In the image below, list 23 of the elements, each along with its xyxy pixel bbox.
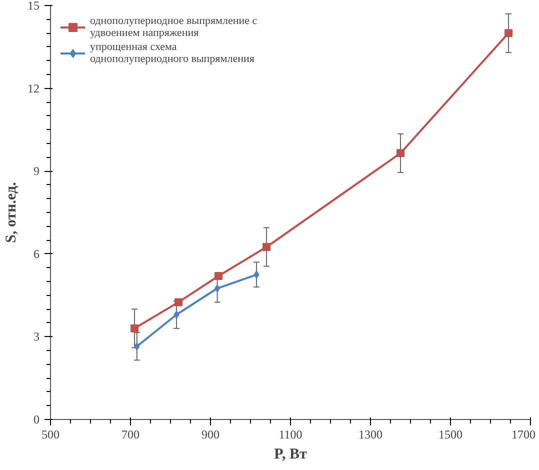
x-tick-label: 1300 (358, 428, 382, 442)
y-tick-label: 12 (28, 81, 40, 96)
point (174, 310, 180, 319)
point (254, 270, 260, 279)
x-axis-title: P, Вт (274, 446, 308, 462)
x-tick-label: 1500 (438, 428, 462, 442)
x-tick-label: 1100 (278, 428, 302, 442)
point (396, 149, 404, 158)
x-tick-label: 500 (42, 428, 60, 442)
legend-label: упрощенная схема однополупериодного выпрямления (90, 41, 254, 65)
point (134, 342, 140, 350)
point (262, 243, 270, 251)
x-tick-label: 700 (122, 428, 140, 442)
y-tick-label: 0 (34, 412, 40, 426)
y-tick-label: 9 (34, 164, 40, 178)
y-axis-title: S, отн.ед. (4, 182, 20, 243)
point (504, 29, 512, 38)
x-tick-label: 1700 (512, 428, 536, 442)
y-tick-label: 15 (28, 0, 40, 12)
y-tick-label: 6 (34, 246, 40, 261)
point (214, 284, 220, 292)
y-tick-label: 3 (34, 330, 40, 344)
x-tick-label: 900 (202, 428, 220, 442)
